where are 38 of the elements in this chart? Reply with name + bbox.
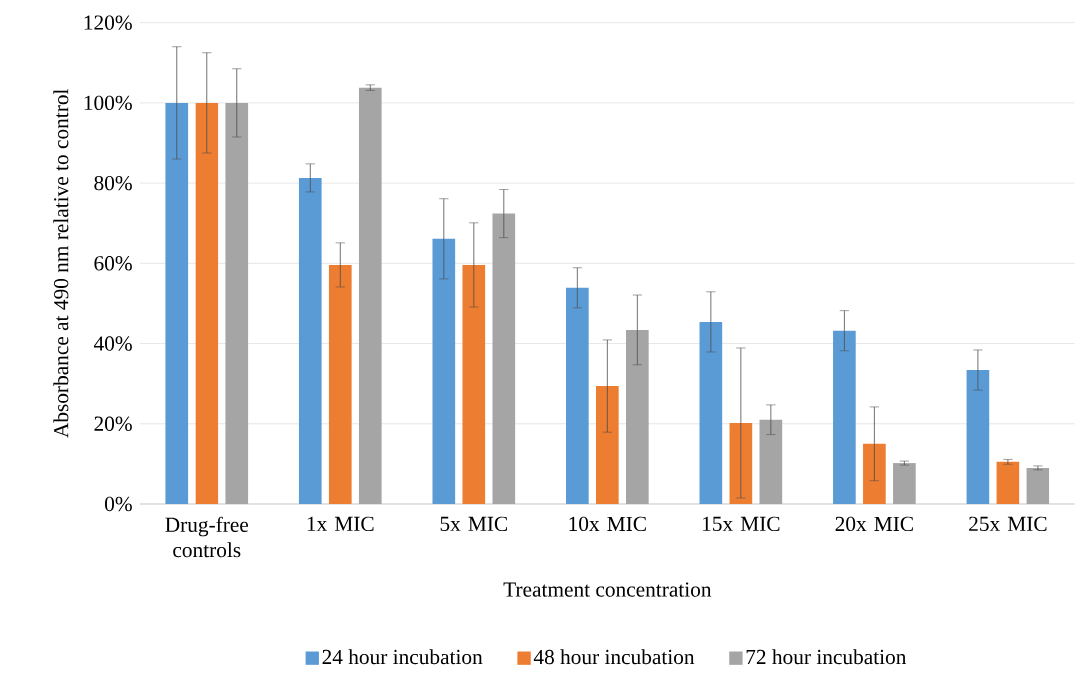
bar <box>996 461 1020 504</box>
bar <box>833 330 856 504</box>
bar <box>626 329 649 504</box>
bar <box>432 238 456 504</box>
x-tick-label: 15x MIC <box>703 516 780 532</box>
x-tick-label: 1x MIC <box>307 516 374 532</box>
bar <box>225 102 249 504</box>
bar <box>596 386 619 504</box>
bar <box>893 463 916 504</box>
y-tick-label: 0% <box>105 496 132 512</box>
legend-label: 72 hour incubation <box>746 649 907 665</box>
legend-label: 48 hour incubation <box>533 649 695 665</box>
bar <box>492 213 516 504</box>
bar <box>699 321 723 504</box>
x-tick-label: 5x MIC <box>440 516 507 532</box>
bar <box>966 370 990 504</box>
x-tick-label: 25x MIC <box>969 516 1047 532</box>
y-tick-label: 120% <box>84 15 132 30</box>
x-tick-label: 20x MIC <box>835 516 913 532</box>
bar <box>328 264 352 504</box>
y-axis-title: Absorbance at 490 nm relative to control <box>53 88 69 438</box>
bar <box>1026 467 1050 504</box>
y-tick-label: 100% <box>84 95 132 111</box>
bar <box>165 102 189 504</box>
bar <box>358 87 382 504</box>
x-tick-label: Drug-free controls <box>165 516 249 558</box>
y-tick-label: 60% <box>94 256 132 271</box>
x-tick-label: 10x MIC <box>569 516 646 532</box>
bar <box>759 419 783 504</box>
y-tick-label: 20% <box>94 416 132 431</box>
bar <box>195 102 219 504</box>
x-axis-title: Treatment concentration <box>503 582 712 597</box>
bar <box>566 287 589 504</box>
legend-label: 24 hour incubation <box>322 649 483 665</box>
y-tick-label: 40% <box>93 336 132 351</box>
bar <box>462 264 486 504</box>
y-tick-label: 80% <box>94 175 132 191</box>
bar <box>298 177 322 504</box>
